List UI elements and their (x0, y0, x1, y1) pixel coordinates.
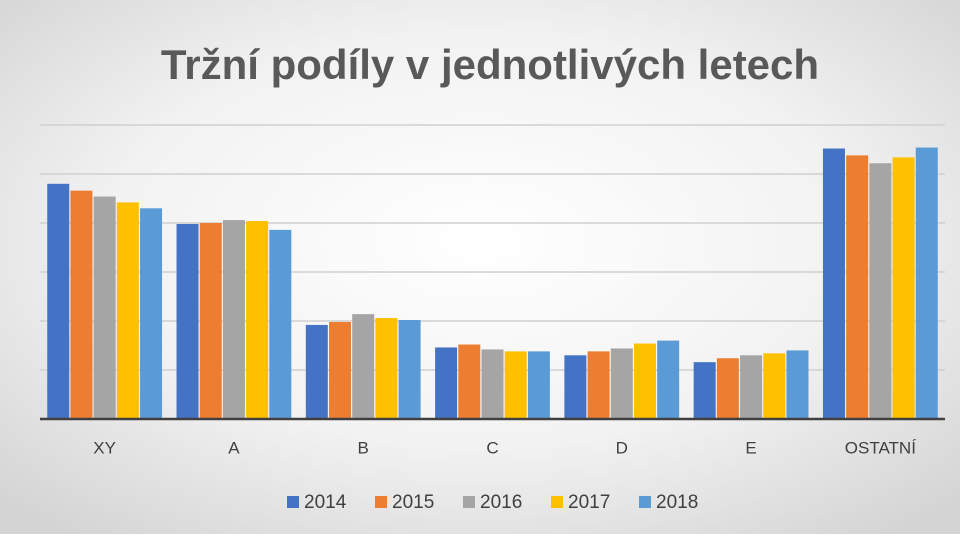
bar (610, 348, 633, 419)
x-tick-label: OSTATNÍ (845, 438, 916, 457)
bar (786, 350, 809, 419)
x-tick-label: B (358, 438, 369, 457)
bar (70, 190, 93, 419)
bar (140, 208, 163, 419)
bar (352, 314, 375, 419)
bar (116, 202, 139, 419)
legend-swatch (551, 496, 563, 508)
bar (869, 163, 892, 419)
legend-swatch (287, 496, 299, 508)
chart-title: Tržní podíly v jednotlivých letech (161, 41, 819, 88)
x-tick-label: D (616, 438, 628, 457)
bar (763, 353, 786, 419)
legend-label: 2018 (656, 492, 698, 513)
x-tick-label: E (745, 438, 756, 457)
bar (693, 362, 716, 419)
bar (375, 318, 398, 419)
bar (846, 155, 869, 419)
legend-swatch (375, 496, 387, 508)
x-tick-label: XY (93, 438, 116, 457)
x-tick-label: A (228, 438, 240, 457)
bar (176, 223, 199, 419)
bar (329, 321, 352, 419)
bar (587, 351, 610, 419)
bar (435, 347, 458, 419)
bar (481, 349, 504, 419)
legend-label: 2016 (480, 492, 522, 513)
legend-swatch (639, 496, 651, 508)
bar (915, 147, 938, 420)
bar (269, 229, 292, 419)
bar (527, 351, 550, 419)
bar (199, 223, 222, 419)
bar (564, 355, 587, 419)
bar (398, 320, 421, 419)
bar (47, 183, 70, 419)
bar (222, 220, 245, 419)
bar (93, 196, 116, 419)
bar (822, 148, 845, 419)
bar (716, 358, 739, 419)
legend-label: 2017 (568, 492, 610, 513)
bar (657, 340, 680, 419)
bar (305, 324, 328, 419)
legend-label: 2015 (392, 492, 434, 513)
bar (740, 355, 763, 419)
bar (633, 343, 656, 419)
legend-label: 2014 (304, 492, 347, 513)
bar (504, 351, 527, 419)
x-tick-label: C (486, 438, 498, 457)
bar (892, 157, 915, 419)
legend-swatch (463, 496, 475, 508)
bar (458, 344, 481, 419)
bar (246, 221, 269, 419)
